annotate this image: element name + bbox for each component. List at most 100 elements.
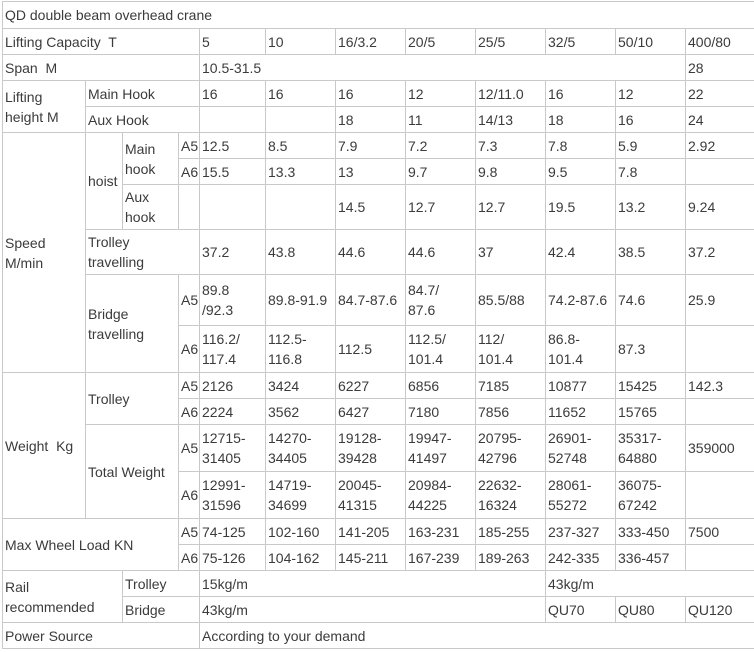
value-cell: 7.9 xyxy=(335,132,406,159)
value-cell: 87.3 xyxy=(615,325,686,373)
value-cell: 38.5 xyxy=(615,229,686,275)
row-label-span: Span M xyxy=(2,54,200,81)
value-cell: 20/5 xyxy=(405,28,476,55)
value-cell: 102-160 xyxy=(265,518,336,545)
value-cell: 116.2/ 117.4 xyxy=(199,325,266,373)
value-cell: 12 xyxy=(615,80,686,107)
value-cell: 16 xyxy=(199,80,266,107)
value-cell: 25.9 xyxy=(684,274,754,326)
value-cell: 37.2 xyxy=(684,229,754,275)
grade-label-a6: A6 xyxy=(178,471,200,519)
value-cell: 89.8 /92.3 xyxy=(199,274,266,326)
value-cell: 15kg/m xyxy=(199,570,546,597)
sub-label-weight-trolley: Trolley xyxy=(85,372,179,425)
value-cell xyxy=(265,106,336,133)
value-cell: 16 xyxy=(335,80,406,107)
sub-label-aux-hook: Aux Hook xyxy=(85,106,200,133)
value-cell: 7185 xyxy=(475,372,546,399)
value-cell: 84.7/ 87.6 xyxy=(405,274,476,326)
value-cell: 145-211 xyxy=(335,544,406,571)
value-cell: QU70 xyxy=(545,596,616,623)
value-cell: 185-255 xyxy=(475,518,546,545)
sub-label-main-hook: Main Hook xyxy=(85,80,200,107)
value-cell: 5 xyxy=(199,28,266,55)
value-cell: 167-239 xyxy=(405,544,476,571)
value-cell: 32/5 xyxy=(545,28,616,55)
table-title: QD double beam overhead crane xyxy=(1,1,754,29)
value-cell: 20795- 42796 xyxy=(475,424,546,472)
value-cell: 12.7 xyxy=(475,184,546,230)
sub-label-rail-trolley: Trolley xyxy=(122,570,200,597)
value-cell: 19128- 39428 xyxy=(335,424,406,472)
value-cell: 16/3.2 xyxy=(335,28,406,55)
row-label-weight: Weight Kg xyxy=(2,372,86,519)
value-cell: 13.3 xyxy=(265,158,336,185)
value-cell: 141-205 xyxy=(335,518,406,545)
sub-label-total-weight: Total Weight xyxy=(85,424,179,519)
value-cell: 163-231 xyxy=(405,518,476,545)
sub-label-hoist-aux-hook: Aux hook xyxy=(122,184,179,230)
value-cell: QU120 xyxy=(684,596,754,623)
value-cell: 9.8 xyxy=(475,158,546,185)
value-cell: 13 xyxy=(335,158,406,185)
value-cell: 400/80 xyxy=(684,28,754,55)
value-cell: 86.8- 101.4 xyxy=(545,325,616,373)
value-cell: 20045- 41315 xyxy=(335,471,406,519)
value-cell: 10877 xyxy=(545,372,616,399)
value-cell: 7500 xyxy=(684,518,754,545)
value-cell: 6227 xyxy=(335,372,406,399)
value-cell: 7.8 xyxy=(545,132,616,159)
value-cell: 8.5 xyxy=(265,132,336,159)
value-cell: 18 xyxy=(335,106,406,133)
grade-label-a5: A5 xyxy=(178,518,200,545)
sub-label-hoist-main-hook: Main hook xyxy=(122,132,179,185)
value-cell: 43.8 xyxy=(265,229,336,275)
value-cell: 22 xyxy=(684,80,754,107)
value-cell: 7856 xyxy=(475,398,546,425)
grade-label-a5: A5 xyxy=(178,424,200,472)
grade-label-a6: A6 xyxy=(178,398,200,425)
value-cell: 44.6 xyxy=(405,229,476,275)
value-cell: 10.5-31.5 xyxy=(199,54,686,81)
value-cell: 12715- 31405 xyxy=(199,424,266,472)
value-cell: 28061- 55272 xyxy=(545,471,616,519)
value-cell: 7.2 xyxy=(405,132,476,159)
value-cell: 9.24 xyxy=(684,184,754,230)
value-cell xyxy=(684,471,754,519)
value-cell: 104-162 xyxy=(265,544,336,571)
value-cell xyxy=(265,184,336,230)
value-cell: 5.9 xyxy=(615,132,686,159)
sub-label-hoist: hoist xyxy=(85,132,123,230)
value-cell: According to your demand xyxy=(198,622,754,649)
value-cell: 43kg/m xyxy=(199,596,546,623)
value-cell: 3562 xyxy=(265,398,336,425)
value-cell: 12 xyxy=(405,80,476,107)
value-cell: 16 xyxy=(615,106,686,133)
row-label-rail-recommended: Rail recommended xyxy=(2,570,123,623)
value-cell: 22632- 16324 xyxy=(475,471,546,519)
value-cell: 28 xyxy=(684,54,754,81)
value-cell: 50/10 xyxy=(615,28,686,55)
value-cell: 16 xyxy=(265,80,336,107)
value-cell xyxy=(684,398,754,425)
value-cell: 74-125 xyxy=(199,518,266,545)
value-cell: 20984- 44225 xyxy=(405,471,476,519)
value-cell: 12.7 xyxy=(405,184,476,230)
value-cell: 11 xyxy=(405,106,476,133)
value-cell xyxy=(684,158,754,185)
value-cell: 112.5/ 101.4 xyxy=(405,325,476,373)
value-cell: 333-450 xyxy=(615,518,686,545)
sub-label-rail-bridge: Bridge xyxy=(122,596,200,623)
value-cell: 37 xyxy=(475,229,546,275)
value-cell: 14270- 34405 xyxy=(265,424,336,472)
value-cell: 112/ 101.4 xyxy=(475,325,546,373)
value-cell: 44.6 xyxy=(335,229,406,275)
value-cell: 89.8-91.9 xyxy=(265,274,336,326)
value-cell: 25/5 xyxy=(475,28,546,55)
value-cell: 3424 xyxy=(265,372,336,399)
value-cell: 75-126 xyxy=(199,544,266,571)
value-cell: 336-457 xyxy=(615,544,686,571)
row-label-lifting-height: Lifting height M xyxy=(2,80,86,133)
value-cell: 36075- 67242 xyxy=(615,471,686,519)
